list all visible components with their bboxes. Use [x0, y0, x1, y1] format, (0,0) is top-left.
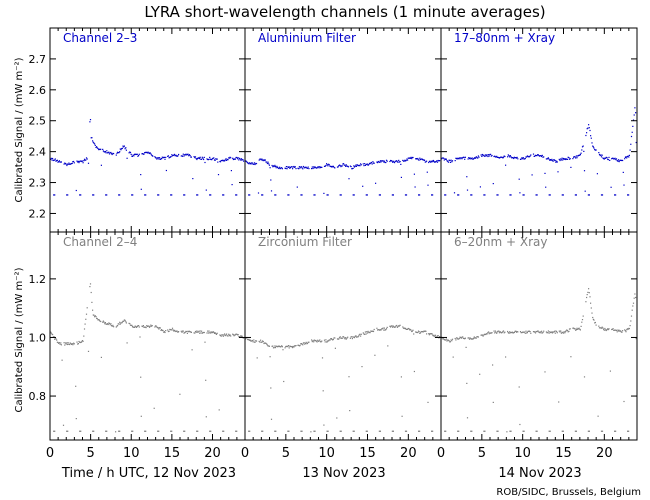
- panel-1-2: 6–20nm + Xray 0 5 10 15 20: [437, 231, 638, 461]
- x-tick-label: 0: [437, 446, 445, 461]
- x-tick-label: 0: [241, 446, 249, 461]
- panel-frame-0-2: [440, 27, 638, 233]
- x-tick-label: 10: [123, 446, 140, 461]
- data-points-1-2: [441, 288, 637, 433]
- panel-1-0: 0.8 1.0 1.2 Channel 2–4 0 5 10 15 20: [29, 231, 246, 461]
- panel-0-1: Aluminium Filter: [244, 27, 442, 233]
- x-tick-label: 5: [86, 446, 94, 461]
- data-points-1-1: [245, 324, 441, 433]
- x-tick-label: 5: [478, 446, 486, 461]
- panel-label-0-0: Channel 2–3: [63, 31, 137, 45]
- x-tick-label: 15: [164, 446, 181, 461]
- y-axis-label-bottom: Calibrated Signal / (mW m⁻²): [14, 267, 25, 412]
- x-tick-label: 0: [46, 446, 54, 461]
- panel-label-1-0: Channel 2–4: [63, 235, 137, 249]
- x-axis-label-day3: 14 Nov 2023: [498, 466, 581, 481]
- y-tick-label: 2.7: [29, 53, 47, 66]
- panel-frame-0-0: [49, 27, 246, 233]
- chart-title: LYRA short-wavelength channels (1 minute…: [144, 3, 545, 21]
- panel-label-1-1: Zirconium Filter: [258, 235, 352, 249]
- x-tick-label: 20: [596, 446, 613, 461]
- panel-frame-1-2: [440, 231, 638, 441]
- panel-frame-1-0: [49, 231, 246, 441]
- y-tick-label: 2.2: [29, 207, 47, 220]
- y-axis-label-top: Calibrated Signal / (mW m⁻²): [14, 57, 25, 202]
- y-tick-label: 1.2: [29, 273, 47, 286]
- x-axis-label-day2: 13 Nov 2023: [302, 466, 385, 481]
- data-points-0-0: [50, 119, 246, 196]
- panel-1-1: Zirconium Filter 0 5 10 15 20: [241, 231, 442, 461]
- y-tick-label: 1.0: [29, 331, 47, 344]
- panel-label-0-2: 17–80nm + Xray: [454, 31, 555, 45]
- data-points-1-0: [50, 283, 245, 433]
- x-tick-label: 20: [204, 446, 221, 461]
- credit-text: ROB/SIDC, Brussels, Belgium: [496, 487, 641, 498]
- x-tick-label: 5: [282, 446, 290, 461]
- x-tick-label: 20: [400, 446, 417, 461]
- x-axis-label-day1: Time / h UTC, 12 Nov 2023: [61, 466, 236, 481]
- y-tick-label: 2.6: [29, 84, 47, 97]
- x-tick-label: 15: [555, 446, 572, 461]
- y-tick-label: 0.8: [29, 390, 47, 403]
- data-points-0-2: [441, 107, 637, 196]
- panel-label-0-1: Aluminium Filter: [258, 31, 356, 45]
- y-tick-label: 2.4: [29, 146, 47, 159]
- x-tick-label: 10: [514, 446, 531, 461]
- x-tick-label: 15: [359, 446, 376, 461]
- data-points-0-1: [245, 156, 441, 196]
- panel-0-0: 2.2 2.3 2.4 2.5 2.6 2.7 Channel 2–3: [29, 27, 246, 233]
- panel-frame-0-1: [244, 27, 442, 233]
- panel-frame-1-1: [244, 231, 442, 441]
- panel-0-2: 17–80nm + Xray: [440, 27, 638, 233]
- y-tick-label: 2.3: [29, 177, 47, 190]
- panel-label-1-2: 6–20nm + Xray: [454, 235, 548, 249]
- x-tick-label: 10: [318, 446, 335, 461]
- y-tick-label: 2.5: [29, 115, 47, 128]
